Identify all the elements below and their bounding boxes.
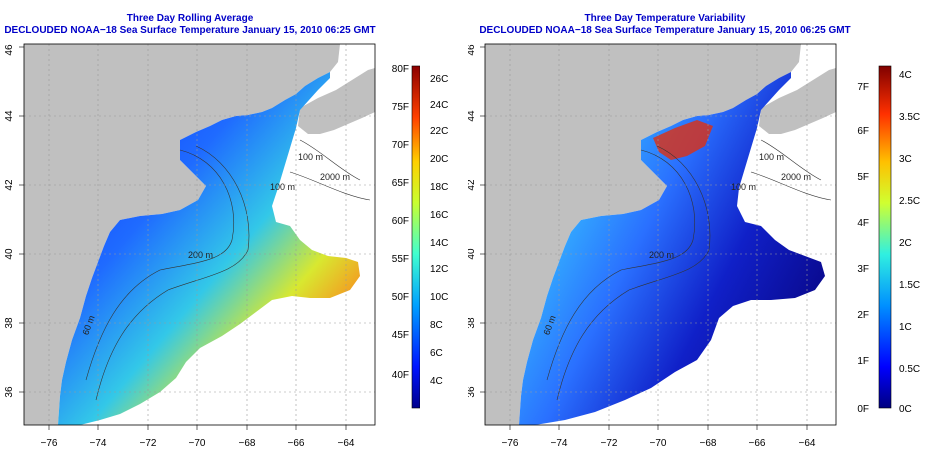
right-contour-label-2: 100 m	[731, 182, 756, 192]
right-cbar-c-label: 0C	[899, 404, 912, 415]
left-xtick: −72	[140, 438, 157, 449]
left-title-line1: Three Day Rolling Average	[126, 13, 254, 24]
left-contours	[85, 139, 371, 401]
left-y-axis: 36 38 40 42 44 46	[4, 44, 15, 398]
left-colorbar	[411, 65, 420, 409]
left-contour-label-1: 100 m	[298, 152, 323, 162]
left-ytick: 40	[4, 248, 15, 260]
left-cbar-c-label: 20C	[430, 154, 448, 165]
right-contours	[546, 139, 832, 401]
left-cbar-c-label: 22C	[430, 126, 448, 137]
left-grid	[24, 44, 375, 425]
right-cbar-c-label: 2.5C	[899, 196, 920, 207]
right-xtick: −68	[700, 438, 717, 449]
right-ytick: 44	[468, 110, 477, 122]
left-xtick: −64	[338, 438, 355, 449]
left-ytick: 46	[4, 44, 15, 56]
right-contour-label-4: 200 m	[649, 250, 674, 260]
right-cbar-c-label: 1.5C	[899, 280, 920, 291]
right-cbar-f-label: 2F	[857, 310, 869, 321]
right-title-line1: Three Day Temperature Variability	[584, 13, 746, 24]
left-cbar-f-label: 50F	[392, 292, 409, 303]
right-variability-field	[519, 72, 825, 425]
right-ytick: 40	[468, 248, 477, 260]
left-cbar-f-label: 55F	[392, 254, 409, 265]
right-xtick: −74	[551, 438, 568, 449]
right-ytick: 38	[468, 317, 477, 329]
right-cbar-c-label: 4C	[899, 70, 912, 81]
left-cbar-c-label: 4C	[430, 376, 443, 387]
left-cbar-c-label: 18C	[430, 182, 448, 193]
right-title-line2: DECLOUDED NOAA−18 Sea Surface Temperatur…	[479, 25, 851, 36]
right-cbar-c-label: 1C	[899, 322, 912, 333]
right-land-nova-scotia	[759, 68, 836, 134]
left-x-axis: −76 −74 −72 −70 −68 −66 −64	[41, 438, 355, 449]
left-cbar-f-label: 60F	[392, 216, 409, 227]
right-ytick: 42	[468, 179, 477, 191]
left-sst-field	[58, 72, 360, 425]
left-cbar-c-label: 6C	[430, 348, 443, 359]
left-xtick: −76	[41, 438, 58, 449]
left-cbar-c-label: 24C	[430, 100, 448, 111]
left-cbar-f-label: 65F	[392, 178, 409, 189]
right-grid	[485, 44, 836, 425]
right-xtick: −76	[502, 438, 519, 449]
left-land-nova-scotia	[298, 68, 375, 134]
left-cbar-c-label: 10C	[430, 292, 448, 303]
right-cbar-c-label: 3C	[899, 154, 912, 165]
right-cbar-f-axis: 7F 6F 5F 4F 3F 2F 1F 0F	[857, 82, 869, 415]
right-x-axis: −76 −74 −72 −70 −68 −66 −64	[502, 438, 816, 449]
left-xtick: −68	[239, 438, 256, 449]
right-cbar-c-label: 2C	[899, 238, 912, 249]
left-title-line2: DECLOUDED NOAA−18 Sea Surface Temperatur…	[4, 25, 376, 36]
right-high-variability-hotspot	[653, 120, 713, 160]
left-colorbar-c-axis: 26C 24C 22C 20C 18C 16C 14C 12C 10C 8C 6…	[430, 74, 448, 387]
right-xtick: −64	[799, 438, 816, 449]
left-cbar-c-label: 8C	[430, 320, 443, 331]
left-contour-label-4: 200 m	[188, 250, 213, 260]
right-contour-label-1: 100 m	[759, 152, 784, 162]
left-contour-label-2: 100 m	[270, 182, 295, 192]
left-xtick: −74	[90, 438, 107, 449]
left-cbar-f-label: 80F	[392, 64, 409, 75]
left-colorbar-labels: 80F 75F 70F 65F 60F 55F 50F 45F 40F	[392, 64, 409, 381]
left-cbar-c-label: 12C	[430, 264, 448, 275]
left-cbar-c-label: 26C	[430, 74, 448, 85]
right-cbar-f-label: 7F	[857, 82, 869, 93]
left-cbar-f-label: 70F	[392, 140, 409, 151]
right-ytick: 36	[468, 386, 477, 398]
right-xtick: −72	[601, 438, 618, 449]
right-cbar-c-axis: 4C 3.5C 3C 2.5C 2C 1.5C 1C 0.5C 0C	[899, 70, 920, 415]
right-xtick: −66	[749, 438, 766, 449]
left-xtick: −66	[288, 438, 305, 449]
right-xtick: −70	[650, 438, 667, 449]
left-ytick: 38	[4, 317, 15, 329]
right-ytick: 46	[468, 44, 477, 56]
left-ytick: 36	[4, 386, 15, 398]
right-cbar-f-label: 0F	[857, 404, 869, 415]
right-cbar-f-label: 1F	[857, 356, 869, 367]
left-cbar-c-label: 16C	[430, 210, 448, 221]
left-map: 100 m 100 m 2000 m 200 m 60 m −76 −74 −7…	[4, 43, 420, 449]
left-cbar-f-label: 45F	[392, 330, 409, 341]
right-cbar-c-label: 3.5C	[899, 112, 920, 123]
right-y-axis: 36 38 40 42 44 46	[468, 44, 477, 398]
right-land	[485, 44, 801, 425]
left-contour-label-3: 2000 m	[320, 172, 350, 182]
left-cbar-f-label: 75F	[392, 102, 409, 113]
left-ytick: 44	[4, 110, 15, 122]
right-cbar-c-label: 0.5C	[899, 364, 920, 375]
right-cbar-f-label: 6F	[857, 126, 869, 137]
left-cbar-f-label: 40F	[392, 370, 409, 381]
right-contour-label-3: 2000 m	[781, 172, 811, 182]
right-cbar-f-label: 5F	[857, 172, 869, 183]
left-xtick: −70	[189, 438, 206, 449]
left-land	[24, 44, 340, 425]
left-cbar-c-label: 14C	[430, 238, 448, 249]
right-colorbar	[878, 65, 892, 409]
right-cbar-f-label: 4F	[857, 218, 869, 229]
right-map: 100 m 100 m 2000 m 200 m 60 m −76 −74 −7…	[480, 43, 920, 449]
left-ytick: 42	[4, 179, 15, 191]
right-cbar-f-label: 3F	[857, 264, 869, 275]
